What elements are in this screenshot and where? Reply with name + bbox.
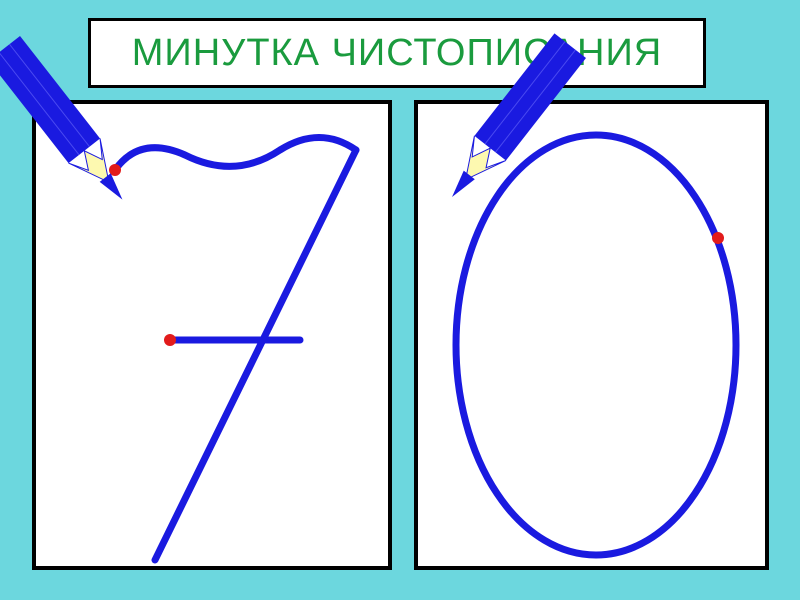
title-box: МИНУТКА ЧИСТОПИСАНИЯ xyxy=(88,18,706,88)
digit-box-seven xyxy=(32,100,392,570)
title-text: МИНУТКА ЧИСТОПИСАНИЯ xyxy=(132,32,662,75)
digit-box-zero xyxy=(414,100,769,570)
